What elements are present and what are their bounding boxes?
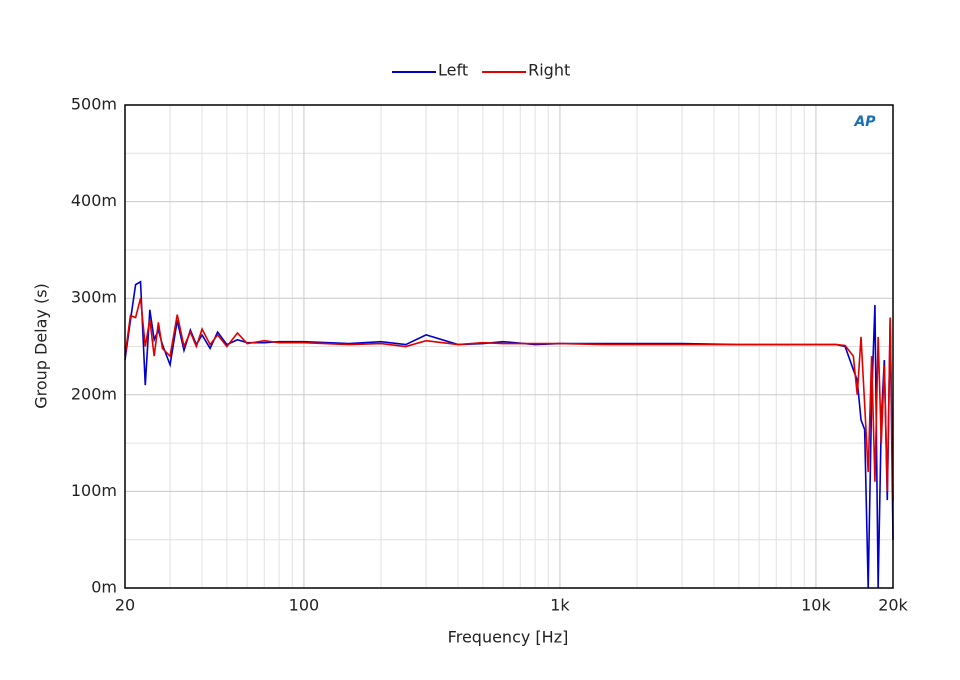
y-tick-label: 500m (71, 95, 117, 114)
legend-label: Right (528, 61, 570, 80)
y-tick-label: 0m (91, 578, 117, 597)
x-tick-label: 20k (878, 596, 908, 615)
y-tick-label: 300m (71, 288, 117, 307)
x-tick-label: 1k (550, 596, 570, 615)
x-axis-label: Frequency [Hz] (448, 628, 569, 647)
x-tick-label: 10k (801, 596, 831, 615)
legend-label: Left (438, 61, 468, 80)
plot-frame (124, 104, 894, 589)
y-tick-label: 200m (71, 384, 117, 403)
x-tick-label: 100 (289, 596, 320, 615)
y-tick-label: 100m (71, 481, 117, 500)
y-tick-label: 400m (71, 191, 117, 210)
logo: AP (853, 114, 876, 130)
data-line (124, 280, 894, 589)
x-tick-label: 20 (115, 596, 135, 615)
data-line (124, 298, 894, 502)
y-axis-label: Group Delay (s) (32, 283, 51, 409)
